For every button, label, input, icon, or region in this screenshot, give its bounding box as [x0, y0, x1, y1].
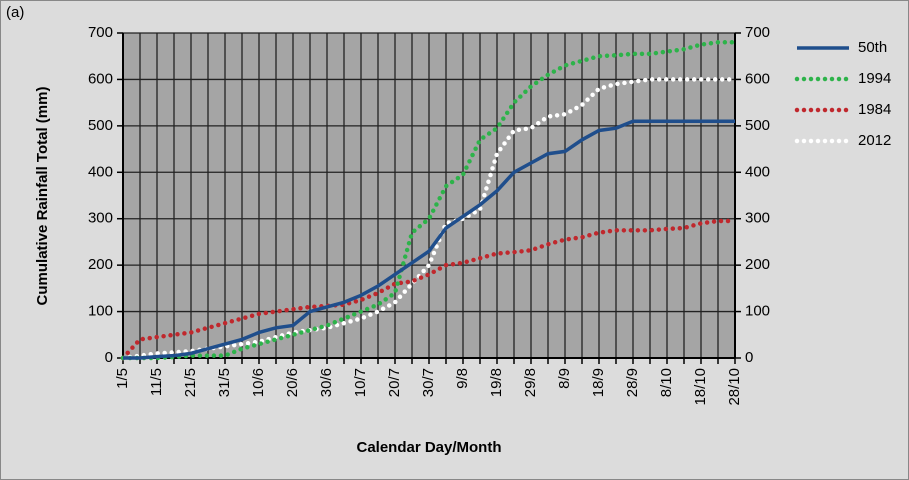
x-axis-title: Calendar Day/Month	[356, 439, 501, 456]
legend-label: 1994	[858, 70, 891, 87]
y2-tick-label: 500	[745, 117, 770, 134]
y-tick-label: 600	[88, 70, 113, 87]
y2-tick-label: 300	[745, 210, 770, 227]
x-tick-label: 18/10	[692, 368, 709, 406]
x-tick-label: 8/10	[658, 368, 675, 397]
y2-tick-label: 200	[745, 256, 770, 273]
x-tick-label: 19/8	[488, 368, 505, 397]
y-tick-label: 300	[88, 210, 113, 227]
y2-tick-label: 100	[745, 303, 770, 320]
x-tick-label: 20/7	[386, 368, 403, 397]
y2-tick-label: 400	[745, 163, 770, 180]
y2-tick-label: 600	[745, 70, 770, 87]
series-line	[120, 77, 738, 361]
y-axis-title: Cumulative Rainfall Total (mm)	[34, 87, 51, 306]
x-tick-label: 28/9	[624, 368, 641, 397]
y-tick-label: 200	[88, 256, 113, 273]
x-tick-label: 10/7	[352, 368, 369, 397]
x-tick-label: 1/5	[114, 368, 131, 389]
panel-label: (a)	[6, 4, 24, 21]
legend-label: 1984	[858, 101, 891, 118]
x-tick-label: 30/7	[420, 368, 437, 397]
y2-tick-label: 0	[745, 349, 753, 366]
legend-label: 2012	[858, 132, 891, 149]
y-tick-label: 400	[88, 163, 113, 180]
x-tick-label: 11/5	[148, 368, 165, 396]
y-tick-label: 500	[88, 117, 113, 134]
y-tick-label: 100	[88, 303, 113, 320]
x-tick-label: 29/8	[522, 368, 539, 397]
x-tick-label: 20/6	[284, 368, 301, 397]
y-tick-label: 700	[88, 24, 113, 41]
y2-tick-label: 700	[745, 24, 770, 41]
x-tick-label: 18/9	[590, 368, 607, 397]
x-tick-label: 31/5	[216, 368, 233, 397]
x-tick-label: 9/8	[454, 368, 471, 389]
x-tick-label: 10/6	[250, 368, 267, 397]
x-tick-label: 28/10	[726, 368, 743, 406]
series-line	[123, 119, 735, 360]
x-tick-label: 21/5	[182, 368, 199, 397]
y-tick-label: 0	[105, 349, 113, 366]
legend-label: 50th	[858, 39, 887, 56]
series-line	[120, 218, 738, 361]
x-tick-label: 30/6	[318, 368, 335, 397]
series-line	[120, 40, 738, 361]
x-tick-label: 8/9	[556, 368, 573, 389]
